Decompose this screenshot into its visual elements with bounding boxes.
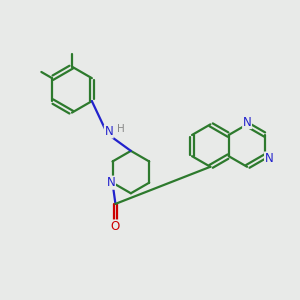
Text: N: N <box>243 116 251 128</box>
Text: N: N <box>265 152 273 165</box>
Text: N: N <box>104 125 113 138</box>
Text: O: O <box>111 220 120 233</box>
Text: H: H <box>117 124 124 134</box>
Text: N: N <box>107 176 116 189</box>
